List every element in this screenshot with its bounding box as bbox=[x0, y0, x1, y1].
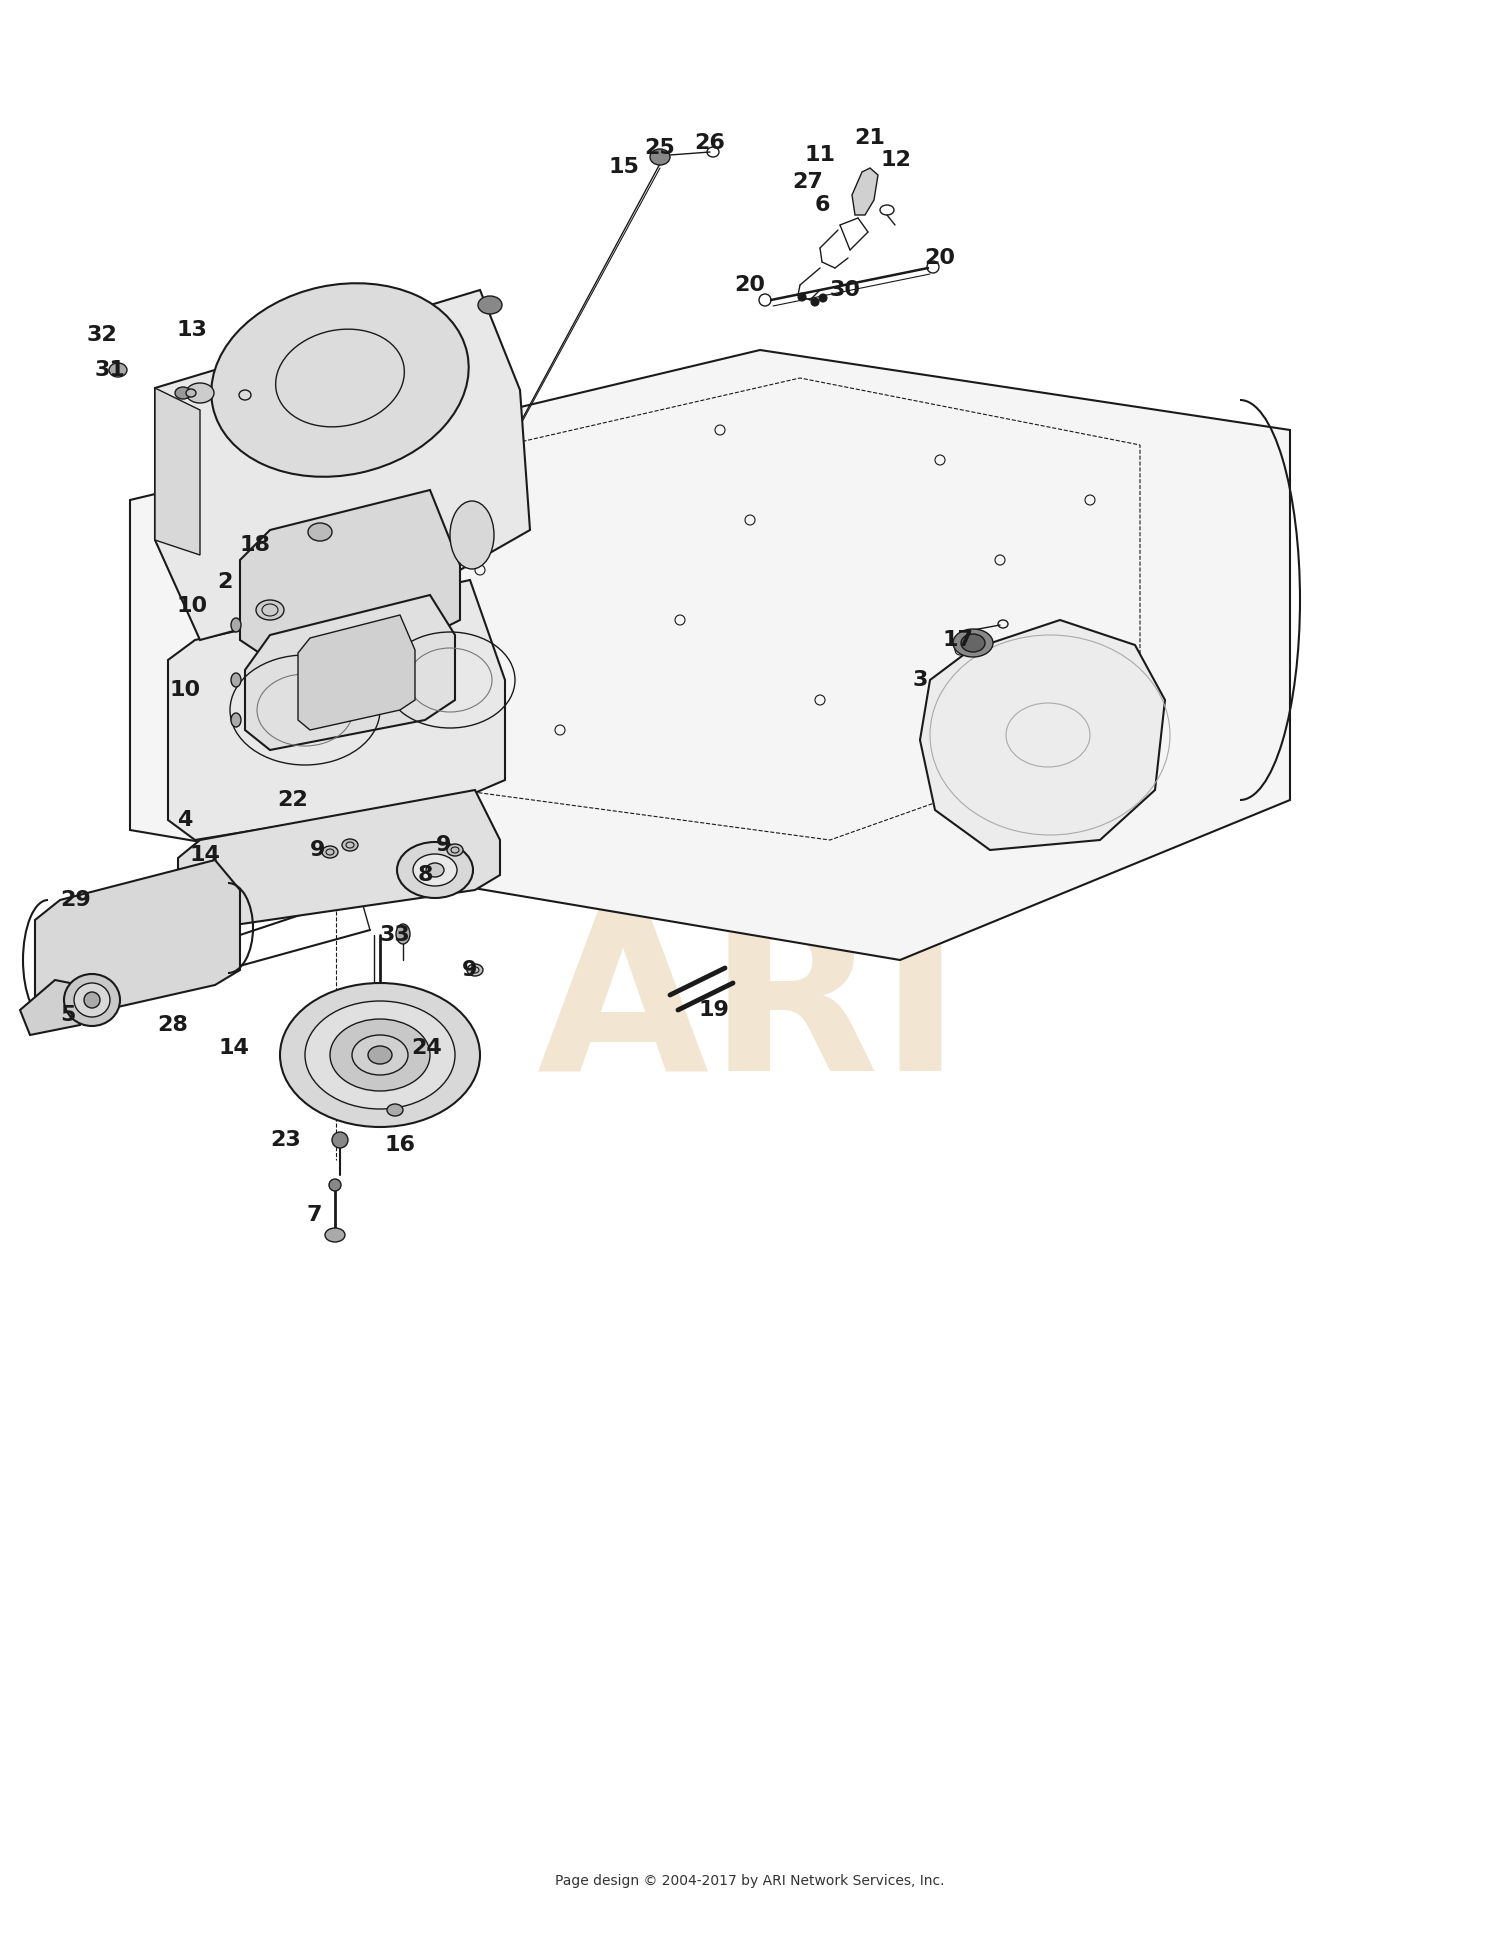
Text: 5: 5 bbox=[60, 1005, 75, 1025]
Text: 9: 9 bbox=[462, 961, 477, 980]
Text: 9: 9 bbox=[436, 835, 451, 854]
Ellipse shape bbox=[330, 1019, 430, 1091]
Ellipse shape bbox=[211, 283, 468, 477]
Ellipse shape bbox=[231, 712, 242, 728]
Polygon shape bbox=[154, 289, 530, 641]
Ellipse shape bbox=[398, 842, 472, 899]
Ellipse shape bbox=[74, 982, 110, 1017]
Ellipse shape bbox=[450, 501, 494, 569]
Text: 21: 21 bbox=[855, 128, 885, 148]
Ellipse shape bbox=[186, 388, 196, 398]
Ellipse shape bbox=[342, 839, 358, 850]
Polygon shape bbox=[34, 860, 240, 1021]
Text: 16: 16 bbox=[384, 1135, 416, 1155]
Text: 12: 12 bbox=[880, 149, 912, 171]
Ellipse shape bbox=[368, 1046, 392, 1064]
Text: 2: 2 bbox=[217, 573, 232, 592]
Ellipse shape bbox=[396, 924, 410, 943]
Text: 14: 14 bbox=[219, 1038, 249, 1058]
Ellipse shape bbox=[812, 299, 819, 307]
Polygon shape bbox=[178, 790, 500, 930]
Text: 13: 13 bbox=[177, 320, 207, 340]
Ellipse shape bbox=[231, 674, 242, 687]
Ellipse shape bbox=[186, 382, 214, 404]
Ellipse shape bbox=[466, 965, 483, 976]
Text: 32: 32 bbox=[87, 324, 117, 345]
Ellipse shape bbox=[84, 992, 100, 1007]
Text: 10: 10 bbox=[170, 679, 201, 701]
Text: 22: 22 bbox=[278, 790, 309, 809]
Ellipse shape bbox=[426, 864, 444, 877]
Text: 19: 19 bbox=[699, 1000, 729, 1021]
Text: 18: 18 bbox=[240, 536, 270, 555]
Text: 30: 30 bbox=[830, 280, 861, 301]
Ellipse shape bbox=[650, 149, 670, 165]
Text: 11: 11 bbox=[804, 146, 836, 165]
Ellipse shape bbox=[413, 854, 458, 885]
Text: 14: 14 bbox=[189, 844, 220, 866]
Ellipse shape bbox=[962, 635, 986, 652]
Polygon shape bbox=[130, 349, 1290, 961]
Text: 6: 6 bbox=[815, 194, 830, 215]
Text: 27: 27 bbox=[792, 173, 824, 192]
Ellipse shape bbox=[326, 1229, 345, 1242]
Ellipse shape bbox=[304, 1002, 454, 1108]
Polygon shape bbox=[298, 615, 416, 730]
Ellipse shape bbox=[798, 293, 806, 301]
Ellipse shape bbox=[328, 1178, 340, 1192]
Text: 20: 20 bbox=[924, 248, 956, 268]
Polygon shape bbox=[852, 169, 877, 215]
Polygon shape bbox=[20, 980, 80, 1035]
Text: 10: 10 bbox=[177, 596, 207, 615]
Polygon shape bbox=[154, 388, 200, 555]
Text: 23: 23 bbox=[270, 1130, 302, 1149]
Ellipse shape bbox=[322, 846, 338, 858]
Text: ARI: ARI bbox=[537, 903, 963, 1116]
Ellipse shape bbox=[352, 1035, 408, 1075]
Ellipse shape bbox=[387, 1104, 404, 1116]
Ellipse shape bbox=[256, 600, 284, 619]
Text: 15: 15 bbox=[609, 157, 639, 177]
Text: 26: 26 bbox=[694, 134, 726, 153]
Text: 33: 33 bbox=[380, 926, 411, 945]
Ellipse shape bbox=[819, 293, 827, 303]
Text: 25: 25 bbox=[645, 138, 675, 157]
Polygon shape bbox=[168, 580, 506, 840]
Ellipse shape bbox=[110, 363, 128, 377]
Text: Page design © 2004-2017 by ARI Network Services, Inc.: Page design © 2004-2017 by ARI Network S… bbox=[555, 1873, 945, 1889]
Text: 7: 7 bbox=[306, 1205, 321, 1225]
Ellipse shape bbox=[447, 844, 464, 856]
Polygon shape bbox=[920, 619, 1166, 850]
Ellipse shape bbox=[478, 295, 502, 314]
Polygon shape bbox=[244, 596, 454, 749]
Text: 9: 9 bbox=[310, 840, 326, 860]
Ellipse shape bbox=[231, 617, 242, 633]
Text: 28: 28 bbox=[158, 1015, 189, 1035]
Text: 3: 3 bbox=[912, 670, 927, 689]
Text: 4: 4 bbox=[177, 809, 192, 831]
Ellipse shape bbox=[952, 629, 993, 656]
Ellipse shape bbox=[280, 982, 480, 1128]
Ellipse shape bbox=[332, 1132, 348, 1147]
Ellipse shape bbox=[308, 522, 332, 542]
Polygon shape bbox=[240, 489, 460, 660]
Text: 8: 8 bbox=[417, 866, 432, 885]
Text: 24: 24 bbox=[411, 1038, 442, 1058]
Text: 17: 17 bbox=[942, 631, 974, 650]
Text: 29: 29 bbox=[60, 891, 92, 910]
Text: 20: 20 bbox=[735, 276, 765, 295]
Ellipse shape bbox=[176, 386, 190, 400]
Text: 31: 31 bbox=[94, 359, 126, 380]
Ellipse shape bbox=[64, 974, 120, 1027]
